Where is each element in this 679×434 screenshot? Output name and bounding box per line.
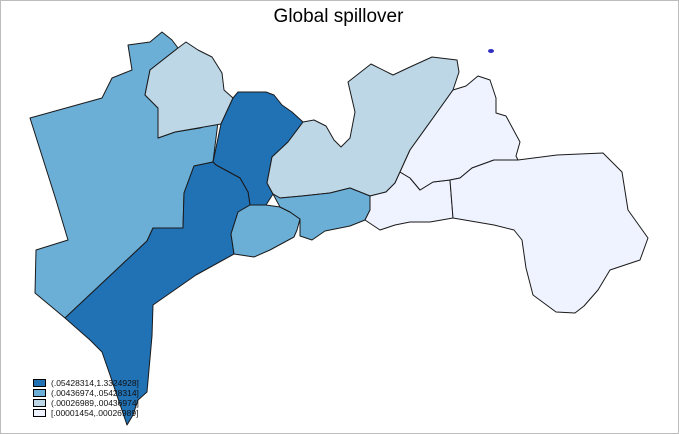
legend-swatch [33,399,46,407]
legend-label: [.00001454,.00026989] [51,408,139,418]
legend-label: (.00026989,.00436974] [51,398,139,408]
region-south-middle[interactable] [230,204,301,258]
legend-item: (.00436974,.05428314] [33,388,139,398]
legend-item: [.00001454,.00026989] [33,408,139,418]
region-southeast[interactable] [449,152,649,314]
legend-label: (.00436974,.05428314] [51,388,139,398]
legend-swatch [33,379,46,387]
legend-swatch [33,389,46,397]
legend: (.05428314,1.3324928] (.00436974,.054283… [33,378,139,418]
map-title: Global spillover [273,6,404,27]
legend-item: (.00026989,.00436974] [33,398,139,408]
legend-item: (.05428314,1.3324928] [33,378,139,388]
island-marker [488,49,494,53]
region-east-middle[interactable] [272,187,371,241]
legend-swatch [33,409,46,417]
legend-label: (.05428314,1.3324928] [51,378,139,388]
